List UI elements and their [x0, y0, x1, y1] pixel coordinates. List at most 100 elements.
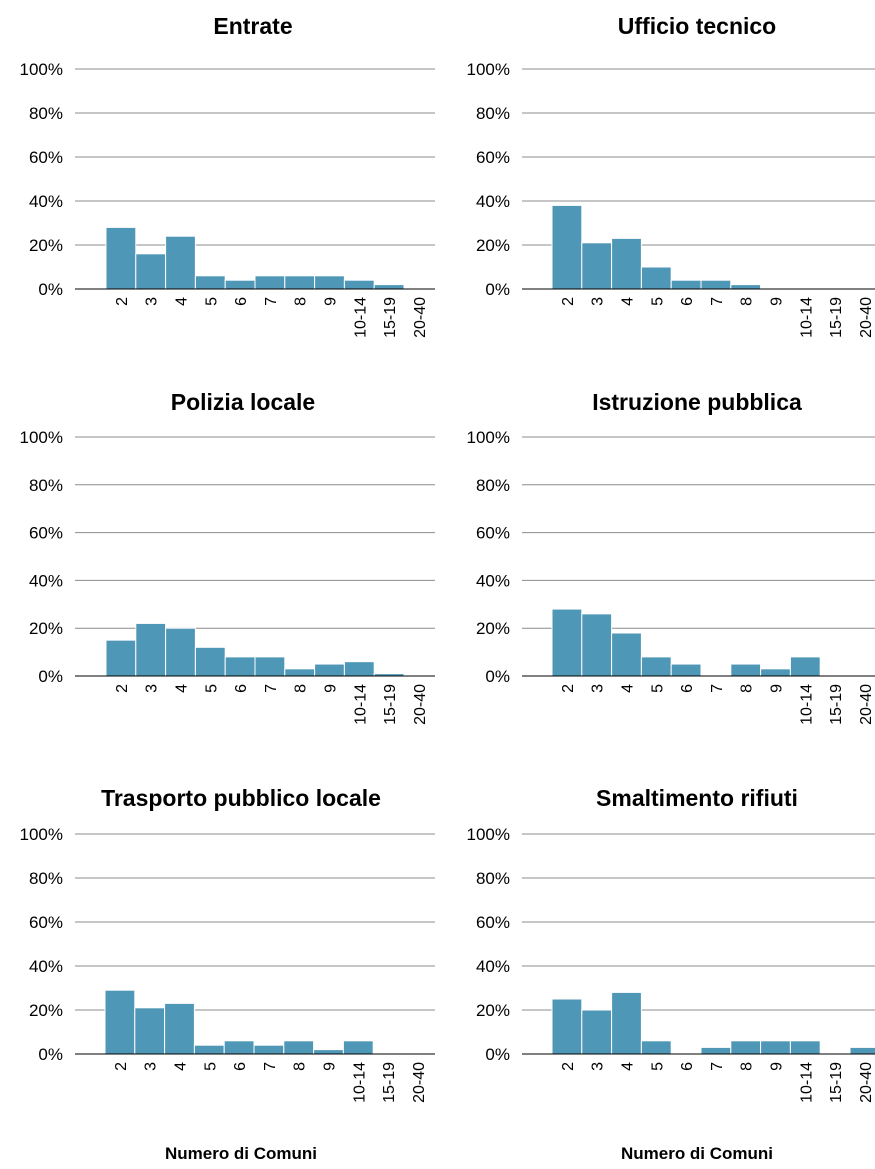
x-axis-label: Numero di Comuni — [621, 1144, 773, 1163]
chart-title: Istruzione pubblica — [592, 389, 802, 415]
bar-6 — [223, 1040, 255, 1055]
x-tick-label: 8 — [739, 1062, 756, 1071]
y-tick-label: 60% — [476, 913, 510, 932]
x-tick-label: 9 — [769, 1062, 786, 1071]
bar-2 — [551, 998, 583, 1055]
x-axis-label: Numero di Comuni — [165, 1144, 317, 1163]
y-tick-label: 40% — [29, 192, 63, 211]
y-tick-label: 80% — [476, 869, 510, 888]
bar-2 — [551, 608, 583, 677]
y-tick-label: 20% — [29, 1001, 63, 1020]
x-tick-label: 10-14 — [798, 1062, 815, 1103]
bar-3 — [135, 622, 167, 677]
y-tick-label: 60% — [29, 524, 63, 543]
y-tick-label: 20% — [476, 619, 510, 638]
bar-9 — [313, 1049, 344, 1055]
x-tick-label: 5 — [649, 1062, 666, 1071]
x-tick-label: 20-40 — [858, 684, 875, 725]
bar-8 — [730, 1040, 762, 1055]
y-tick-label: 20% — [29, 619, 63, 638]
bar-6 — [224, 656, 256, 677]
x-tick-label: 6 — [679, 1062, 696, 1071]
x-tick-label: 8 — [293, 297, 310, 306]
y-tick-label: 20% — [476, 1001, 510, 1020]
x-tick-label: 15-19 — [381, 1062, 398, 1103]
y-tick-label: 60% — [29, 913, 63, 932]
bar-4 — [611, 237, 642, 290]
x-tick-label: 5 — [203, 684, 220, 693]
bar-2 — [105, 639, 137, 677]
y-tick-label: 80% — [29, 869, 63, 888]
y-tick-label: 0% — [38, 1045, 63, 1064]
bar-8 — [730, 284, 762, 290]
chart-title: Ufficio tecnico — [618, 13, 776, 39]
bar-10-14 — [343, 661, 375, 677]
bar-6 — [670, 663, 702, 677]
y-tick-label: 100% — [20, 60, 63, 79]
x-tick-label: 3 — [590, 297, 607, 306]
chart-title: Smaltimento rifiuti — [596, 785, 798, 811]
bar-5 — [194, 275, 226, 290]
x-tick-label: 20-40 — [411, 1062, 428, 1103]
y-tick-label: 40% — [476, 571, 510, 590]
bar-3 — [581, 1009, 613, 1055]
x-tick-label: 8 — [739, 297, 756, 306]
bar-4 — [165, 627, 196, 677]
bar-7 — [700, 1046, 732, 1055]
x-tick-label: 9 — [322, 1062, 339, 1071]
x-tick-label: 20-40 — [412, 684, 429, 725]
x-tick-label: 4 — [173, 1062, 190, 1071]
bar-2 — [551, 204, 583, 290]
x-tick-label: 4 — [620, 1062, 637, 1071]
y-tick-label: 100% — [20, 428, 63, 447]
y-tick-label: 60% — [29, 148, 63, 167]
y-tick-label: 100% — [467, 60, 510, 79]
y-tick-label: 40% — [476, 957, 510, 976]
x-tick-label: 6 — [233, 297, 250, 306]
bar-4 — [165, 235, 196, 290]
bar-5 — [640, 656, 672, 677]
bar-9 — [760, 668, 791, 677]
y-tick-label: 100% — [467, 825, 510, 844]
x-tick-label: 6 — [679, 684, 696, 693]
x-tick-label: 9 — [769, 297, 786, 306]
bar-3 — [581, 242, 613, 290]
bar-5 — [640, 266, 672, 290]
bar-5 — [193, 1044, 225, 1055]
bar-6 — [670, 279, 702, 290]
chart-title: Trasporto pubblico locale — [101, 785, 381, 811]
x-tick-label: 8 — [739, 684, 756, 693]
bar-7 — [254, 275, 286, 290]
x-tick-label: 7 — [709, 1062, 726, 1071]
x-tick-label: 15-19 — [828, 684, 845, 725]
chart-panel-4: Istruzione pubblica 0% 20% 40% 60% 80% 100% 2 3 4… — [467, 389, 875, 725]
y-tick-label: 0% — [485, 280, 510, 299]
y-tick-label: 0% — [38, 667, 63, 686]
bar-8 — [283, 1040, 315, 1055]
x-tick-label: 7 — [263, 297, 280, 306]
y-tick-label: 0% — [485, 667, 510, 686]
x-tick-label: 8 — [292, 1062, 309, 1071]
x-tick-label: 5 — [203, 297, 220, 306]
x-tick-label: 5 — [649, 684, 666, 693]
x-tick-label: 3 — [143, 1062, 160, 1071]
bar-10-14 — [343, 279, 375, 290]
x-tick-label: 10-14 — [352, 684, 369, 725]
bar-5 — [194, 646, 226, 677]
y-tick-label: 40% — [476, 192, 510, 211]
bar-3 — [135, 253, 167, 290]
x-tick-label: 15-19 — [828, 1062, 845, 1103]
x-tick-label: 7 — [263, 684, 280, 693]
chart-title: Polizia locale — [171, 389, 315, 415]
x-tick-label: 7 — [709, 684, 726, 693]
y-tick-label: 20% — [29, 236, 63, 255]
y-tick-label: 80% — [29, 104, 63, 123]
bar-10-14 — [342, 1040, 374, 1055]
y-tick-label: 100% — [20, 825, 63, 844]
y-tick-label: 80% — [476, 104, 510, 123]
y-tick-label: 0% — [38, 280, 63, 299]
bar-8 — [284, 668, 316, 677]
bar-5 — [640, 1040, 672, 1055]
y-tick-label: 40% — [29, 571, 63, 590]
